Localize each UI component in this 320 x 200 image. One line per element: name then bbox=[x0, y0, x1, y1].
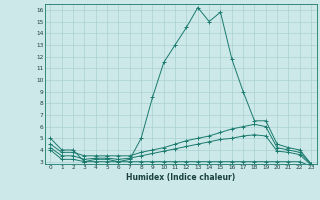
X-axis label: Humidex (Indice chaleur): Humidex (Indice chaleur) bbox=[126, 173, 236, 182]
